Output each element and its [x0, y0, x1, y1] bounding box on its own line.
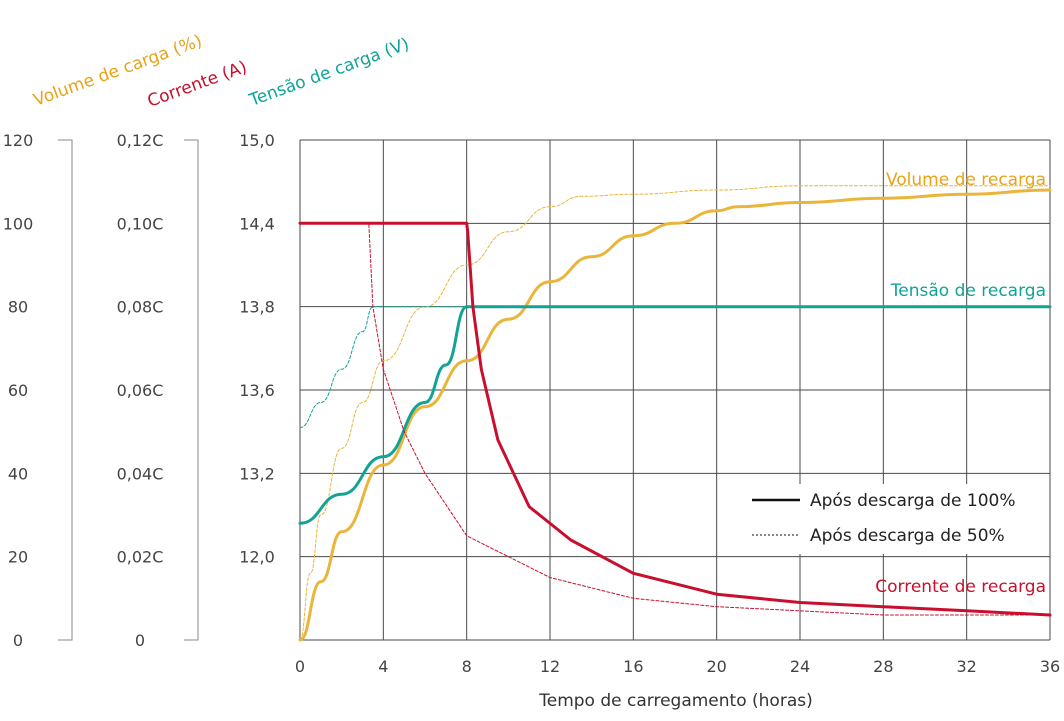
legend-solid-label: Após descarga de 100%: [810, 491, 1016, 511]
voltage-tick-label: 14,4: [239, 214, 275, 233]
x-tick-label: 12: [540, 657, 560, 676]
x-axis-title: Tempo de carregamento (horas): [538, 691, 812, 711]
current-tick-label: 0,02C: [117, 548, 164, 567]
legend-dashed-label: Após descarga de 50%: [810, 526, 1005, 546]
x-tick-label: 4: [378, 657, 388, 676]
x-tick-label: 24: [790, 657, 810, 676]
x-tick-label: 36: [1040, 657, 1060, 676]
x-tick-label: 28: [873, 657, 893, 676]
voltage-tick-label: 12,0: [239, 548, 275, 567]
volume-line-100: [298, 188, 1052, 642]
voltage-tick-label: 13,8: [239, 298, 275, 317]
legend: Após descarga de 100% Após descarga de 5…: [746, 484, 1036, 554]
volume-line-50: [299, 185, 1051, 641]
series-label-current: Corrente de recarga: [875, 577, 1046, 597]
x-tick-label: 32: [956, 657, 976, 676]
current-line-100: [298, 221, 1052, 617]
current-axis-line: [184, 139, 199, 641]
current-line-50: [299, 222, 1051, 616]
current-tick-label: 0,04C: [117, 464, 164, 483]
voltage-axis-title: Tensão de carga (V): [246, 34, 412, 111]
x-tick-label: 20: [706, 657, 726, 676]
current-tick-label: 0,08C: [117, 298, 164, 317]
legend-background: [746, 484, 1036, 554]
volume-tick-label: 40: [8, 464, 28, 483]
voltage-line-100: [298, 305, 1052, 525]
volume-tick-label: 20: [8, 548, 28, 567]
x-tick-label: 0: [295, 657, 305, 676]
series-label-voltage: Tensão de recarga: [890, 281, 1046, 301]
voltage-line-50: [299, 306, 468, 428]
x-tick-label: 16: [623, 657, 643, 676]
volume-tick-label: 60: [8, 381, 28, 400]
current-tick-label: 0: [135, 631, 145, 650]
volume-tick-label: 120: [3, 131, 34, 150]
voltage-tick-label: 13,2: [239, 464, 275, 483]
volume-tick-label: 100: [3, 214, 34, 233]
volume-axis-line: [58, 139, 73, 641]
current-tick-label: 0,10C: [117, 214, 164, 233]
current-tick-label: 0,06C: [117, 381, 164, 400]
volume-tick-label: 80: [8, 298, 28, 317]
voltage-tick-label: 13,6: [239, 381, 275, 400]
current-tick-label: 0,12C: [117, 131, 164, 150]
x-tick-label: 8: [462, 657, 472, 676]
series-label-volume: Volume de recarga: [886, 170, 1046, 190]
volume-tick-label: 0: [13, 631, 23, 650]
voltage-tick-label: 15,0: [239, 131, 275, 150]
